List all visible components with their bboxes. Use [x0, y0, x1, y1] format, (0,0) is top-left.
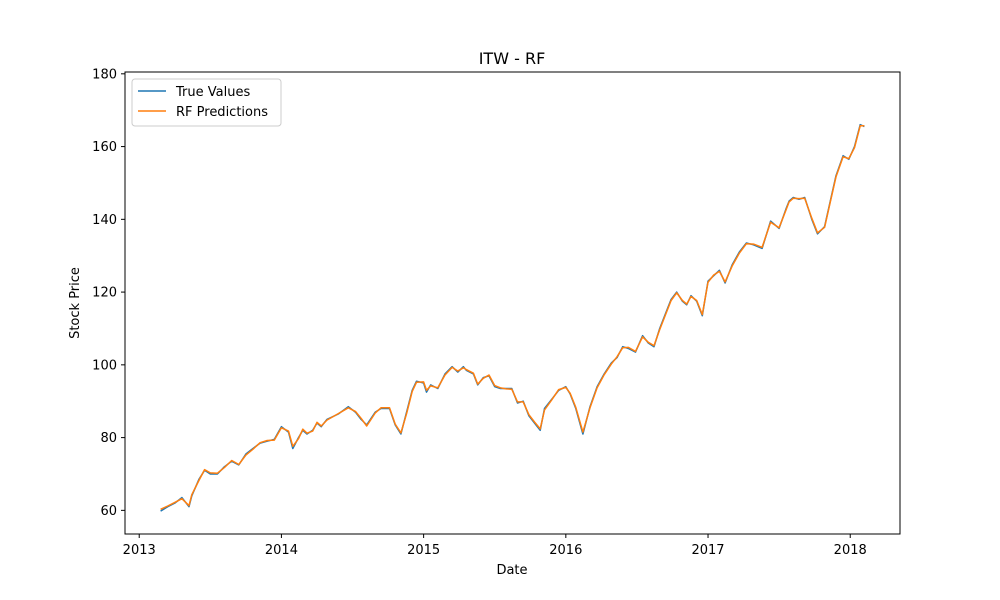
y-tick-label: 80 [100, 431, 117, 446]
legend-box [131, 78, 282, 127]
y-tick-label: 180 [92, 67, 117, 82]
y-tick-label: 100 [92, 358, 117, 373]
y-tick-label: 160 [92, 140, 117, 155]
x-tick-label: 2015 [407, 543, 440, 558]
x-tick-label: 2014 [265, 543, 298, 558]
y-tick-label: 140 [92, 213, 117, 228]
x-tick-label: 2016 [549, 543, 582, 558]
x-axis-label: Date [496, 563, 527, 578]
y-tick-label: 120 [92, 286, 117, 301]
legend-label-rf-predictions: RF Predictions [176, 105, 268, 120]
chart-title: ITW - RF [479, 49, 546, 68]
series-line-rf-predictions [160, 125, 865, 510]
plot-area-frame [124, 71, 901, 535]
y-axis-ticks: 60 80 100 120 140 160 180 [92, 67, 125, 519]
y-tick-label: 60 [100, 504, 117, 519]
legend-label-true-values: True Values [175, 85, 250, 100]
x-tick-label: 2017 [691, 543, 724, 558]
x-tick-label: 2013 [123, 543, 156, 558]
legend: True Values RF Predictions [131, 78, 282, 127]
y-axis-label: Stock Price [68, 267, 83, 339]
x-tick-label: 2018 [834, 543, 867, 558]
series-layer [160, 123, 865, 512]
x-axis-ticks: 2013 2014 2015 2016 2017 2018 [123, 534, 867, 558]
